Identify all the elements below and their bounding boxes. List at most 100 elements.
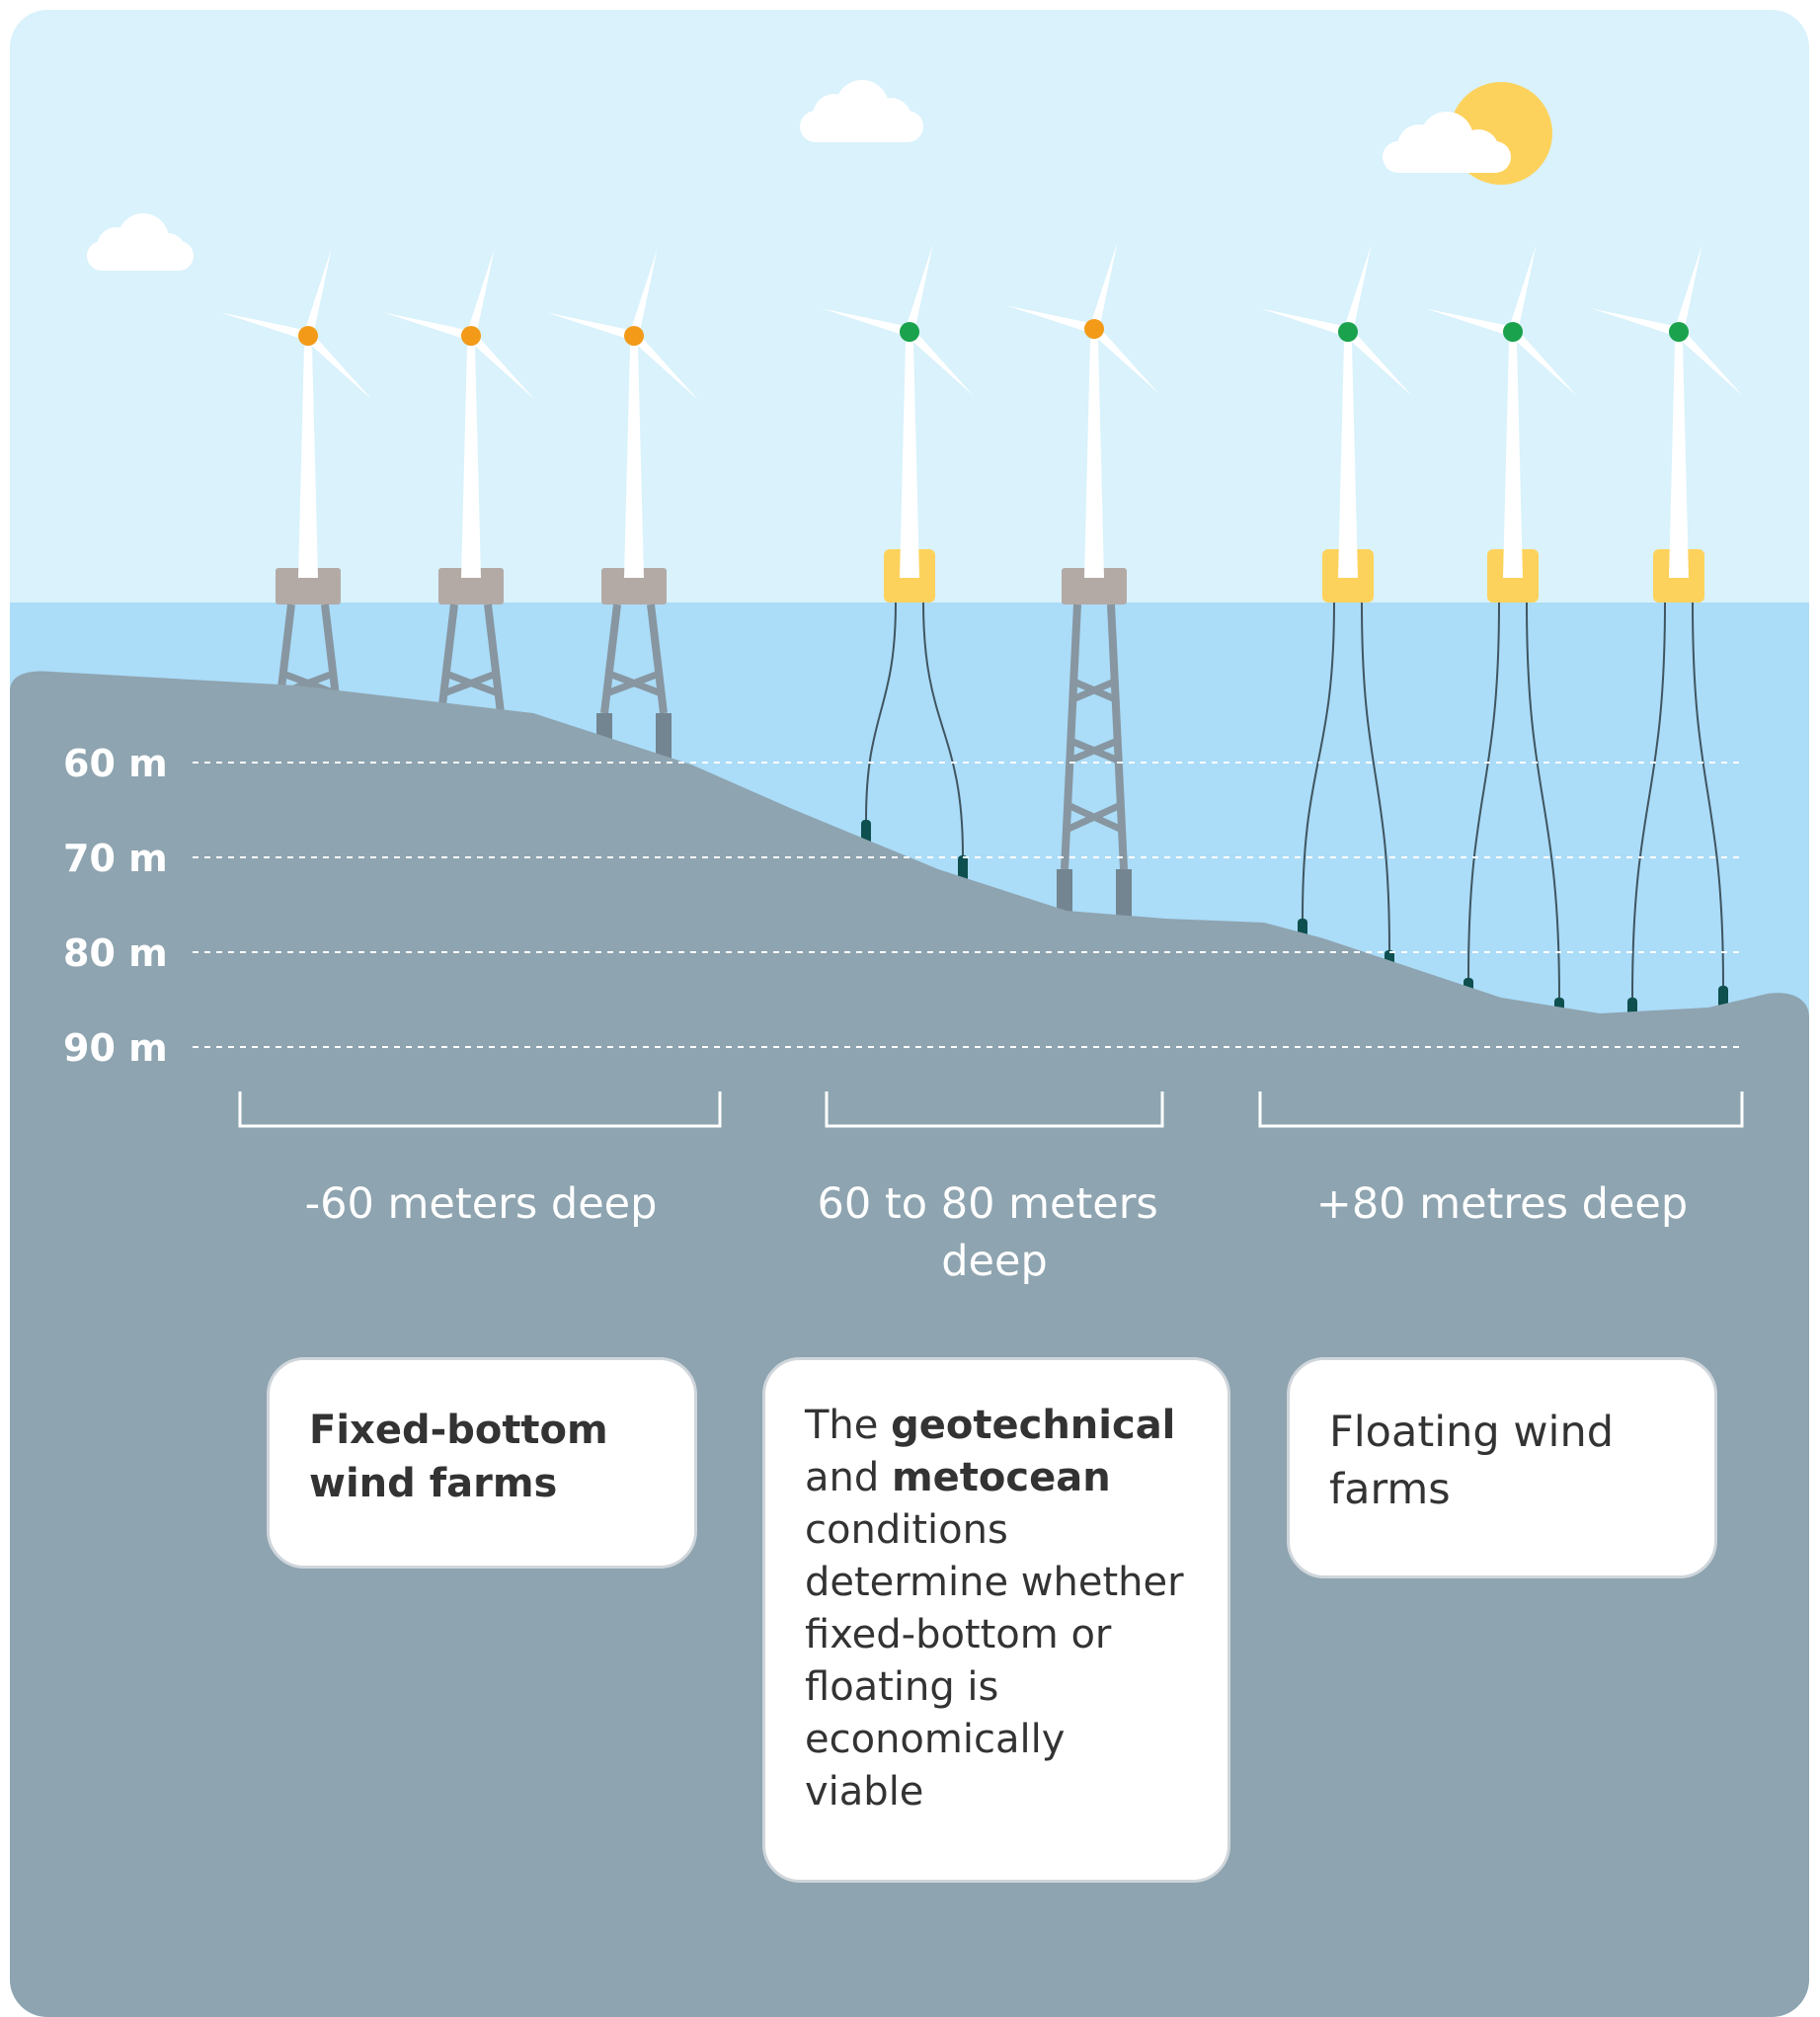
turbine-hub (1338, 322, 1358, 342)
depth-label: 90 m (63, 1026, 168, 1070)
zone-label-floating: +80 metres deep (1316, 1179, 1688, 1229)
jacket-brace (1065, 801, 1123, 834)
depth-gridlines (193, 762, 1743, 1048)
zone-bracket-floating (1258, 1091, 1744, 1128)
turbine-blade (905, 244, 933, 334)
card-conditions-run: The (805, 1403, 892, 1448)
turbine-blade (1674, 244, 1702, 334)
turbine-blade (629, 248, 658, 338)
jacket-foot (1057, 869, 1072, 921)
turbine-blade (1090, 325, 1159, 394)
turbine-tower (900, 342, 919, 578)
turbine-hub (298, 326, 318, 346)
jacket-brace (442, 670, 498, 697)
wind-turbine (1006, 241, 1159, 921)
jacket-leg (1107, 604, 1128, 870)
turbine-tower (624, 346, 644, 578)
turbine-blade (822, 308, 911, 337)
card-conditions-run: floating is (805, 1664, 999, 1710)
wind-turbine (546, 248, 699, 763)
turbine-blade (906, 328, 975, 397)
turbine-blade (303, 248, 332, 338)
turbine-blade (383, 312, 473, 341)
turbine-hub (1669, 322, 1689, 342)
turbine-blade (1509, 328, 1578, 397)
mooring-line (922, 602, 964, 856)
turbine-tower (298, 346, 318, 578)
depth-labels: 60 m 70 m 80 m 90 m (63, 742, 168, 1070)
card-fixed-line1: Fixed-bottom (309, 1408, 608, 1453)
depth-label: 70 m (63, 837, 168, 880)
card-conditions-run: economically (805, 1717, 1066, 1762)
jacket-leg (437, 604, 458, 714)
card-conditions-run: determine whether (805, 1560, 1184, 1605)
cloud-icon-middle (800, 80, 923, 142)
jacket-brace (1070, 678, 1117, 703)
turbine-tower (1338, 342, 1358, 578)
jacket-leg (484, 604, 505, 714)
fixed-platform (276, 568, 341, 605)
turbine-group (220, 241, 1744, 1027)
turbine-hub (461, 326, 481, 346)
wind-turbine (1260, 244, 1413, 980)
turbine-blade (1675, 328, 1744, 397)
card-fixed-line2: wind farms (309, 1461, 558, 1506)
jacket-leg (600, 604, 621, 714)
mooring-line (1692, 602, 1724, 987)
turbine-blade (1343, 244, 1372, 334)
turbine-tower (461, 346, 481, 578)
mooring-line (1526, 602, 1560, 999)
card-conditions-text: The geotechnical and metocean conditions de… (805, 1400, 1188, 1818)
mooring-line (1361, 602, 1390, 951)
fixed-platform (601, 568, 667, 605)
jacket-brace (1068, 737, 1120, 765)
card-conditions-run: and (805, 1455, 892, 1500)
fixed-platform (438, 568, 504, 605)
cloud-icon-left (87, 213, 194, 271)
turbine-blade (1508, 244, 1537, 334)
jacket-foot (656, 713, 672, 763)
turbine-blade (304, 332, 373, 401)
depth-label: 60 m (63, 742, 168, 785)
jacket-leg (647, 604, 668, 714)
zone-label-floating-line: +80 metres deep (1316, 1179, 1688, 1229)
card-conditions-run: conditions (805, 1507, 1008, 1553)
wind-turbine (1425, 244, 1578, 1027)
turbine-hub (624, 326, 644, 346)
zone-label-fixed-line: -60 meters deep (305, 1179, 658, 1229)
card-floating: Floating wind farms (1287, 1357, 1717, 1578)
turbine-blade (630, 332, 699, 401)
zone-label-transition-line1: 60 to 80 meters (817, 1179, 1157, 1229)
turbine-blade (467, 332, 536, 401)
wind-turbine (1591, 244, 1744, 1027)
mooring-line (1302, 602, 1335, 920)
turbine-tower (1084, 339, 1104, 578)
turbine-blade (1089, 241, 1118, 331)
wind-turbine (822, 244, 975, 885)
turbine-tower (1503, 342, 1523, 578)
card-floating-line2: farms (1329, 1465, 1451, 1514)
turbine-blade (1260, 308, 1350, 337)
turbine-blade (1344, 328, 1413, 397)
mooring-line (865, 602, 897, 821)
jacket-leg (1061, 604, 1081, 870)
zone-label-transition-line2: deep (941, 1237, 1048, 1286)
jacket-brace (605, 670, 661, 697)
turbine-hub (1084, 319, 1104, 339)
turbine-blade (1425, 308, 1515, 337)
turbine-tower (1669, 342, 1689, 578)
turbine-blade (1006, 305, 1096, 334)
depth-label: 80 m (63, 931, 168, 975)
card-conditions-run: fixed-bottom or (805, 1612, 1112, 1657)
card-conditions-emphasis: metocean (891, 1455, 1111, 1500)
turbine-blade (546, 312, 636, 341)
zone-bracket-fixed (238, 1091, 722, 1128)
turbine-blade (1591, 308, 1681, 337)
zone-label-fixed: -60 meters deep (305, 1179, 658, 1229)
card-conditions-run: viable (805, 1769, 924, 1815)
card-conditions: The geotechnical and metocean conditions de… (762, 1357, 1230, 1883)
zone-label-transition: 60 to 80 meters deep (817, 1179, 1171, 1286)
jacket-foot (1116, 869, 1132, 921)
cloud-icon-right (1383, 112, 1511, 173)
